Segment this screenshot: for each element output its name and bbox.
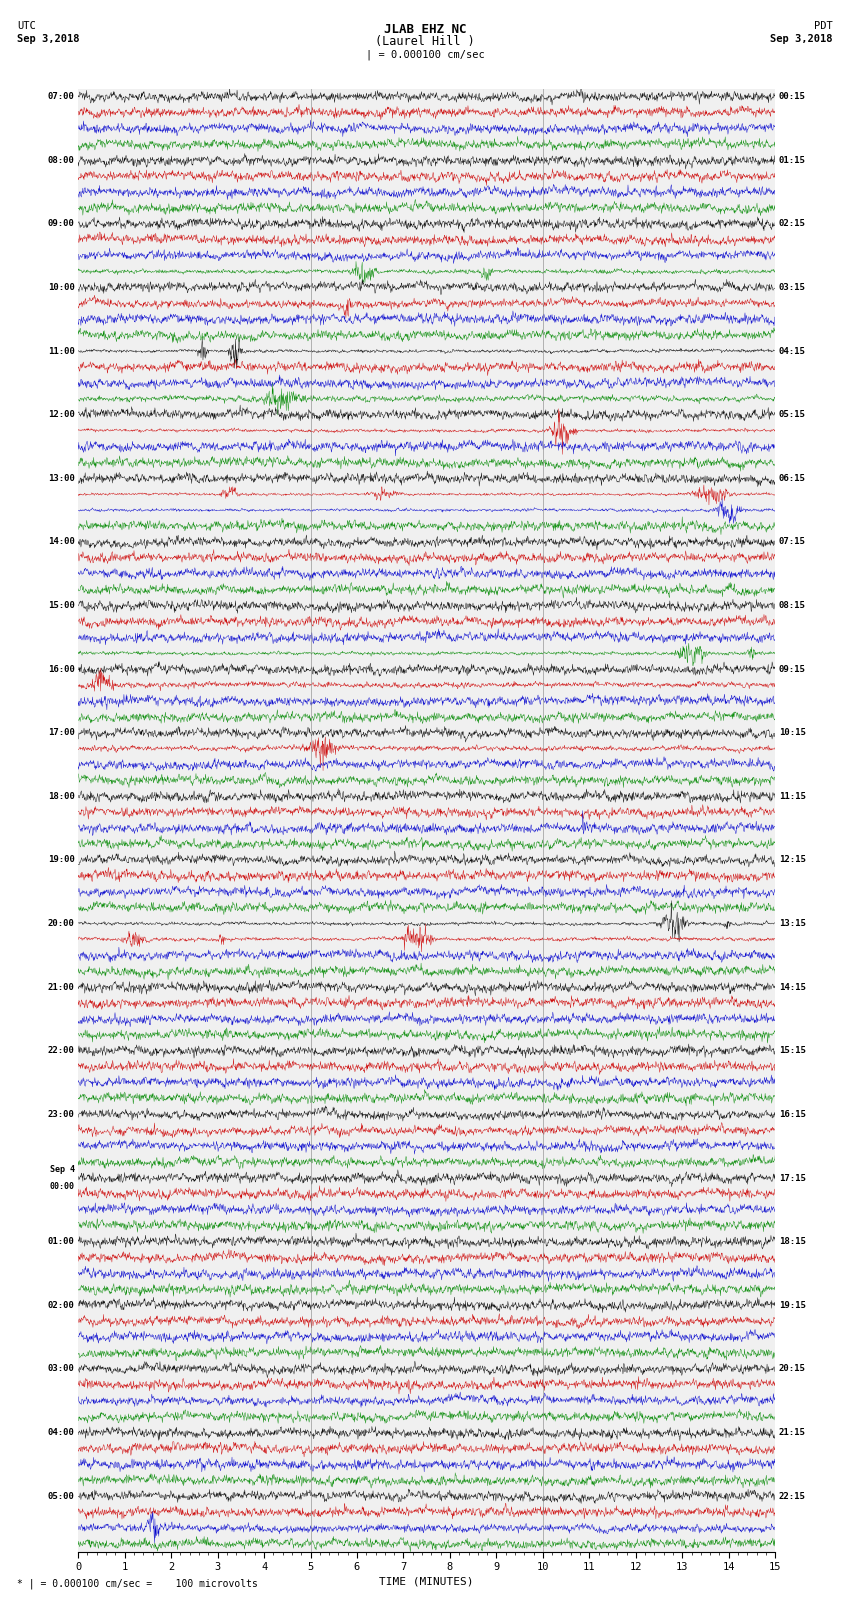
Text: 03:00: 03:00 (48, 1365, 75, 1373)
Text: 16:15: 16:15 (779, 1110, 806, 1119)
Text: 02:15: 02:15 (779, 219, 806, 229)
Text: 13:15: 13:15 (779, 919, 806, 927)
Text: 22:15: 22:15 (779, 1492, 806, 1500)
Text: 13:00: 13:00 (48, 474, 75, 482)
Text: 00:15: 00:15 (779, 92, 806, 102)
Text: JLAB EHZ NC: JLAB EHZ NC (383, 23, 467, 35)
Text: 11:00: 11:00 (48, 347, 75, 355)
Text: 02:00: 02:00 (48, 1300, 75, 1310)
Text: 19:15: 19:15 (779, 1300, 806, 1310)
Text: 21:15: 21:15 (779, 1428, 806, 1437)
Text: (Laurel Hill ): (Laurel Hill ) (375, 35, 475, 48)
Text: * | = 0.000100 cm/sec =    100 microvolts: * | = 0.000100 cm/sec = 100 microvolts (17, 1579, 258, 1589)
Text: 19:00: 19:00 (48, 855, 75, 865)
Text: 20:15: 20:15 (779, 1365, 806, 1373)
Text: 07:15: 07:15 (779, 537, 806, 547)
Text: 15:00: 15:00 (48, 602, 75, 610)
Text: 17:15: 17:15 (779, 1174, 806, 1182)
Text: 22:00: 22:00 (48, 1047, 75, 1055)
Text: 06:15: 06:15 (779, 474, 806, 482)
Text: 12:15: 12:15 (779, 855, 806, 865)
Text: 10:15: 10:15 (779, 727, 806, 737)
Text: 16:00: 16:00 (48, 665, 75, 674)
Text: 09:00: 09:00 (48, 219, 75, 229)
Text: 08:15: 08:15 (779, 602, 806, 610)
Text: 12:00: 12:00 (48, 410, 75, 419)
Text: Sep 4: Sep 4 (49, 1165, 75, 1174)
Text: 04:15: 04:15 (779, 347, 806, 355)
Text: 23:00: 23:00 (48, 1110, 75, 1119)
Text: 01:15: 01:15 (779, 156, 806, 165)
Text: 21:00: 21:00 (48, 982, 75, 992)
Text: PDT: PDT (814, 21, 833, 31)
Text: 08:00: 08:00 (48, 156, 75, 165)
Text: | = 0.000100 cm/sec: | = 0.000100 cm/sec (366, 50, 484, 60)
Text: Sep 3,2018: Sep 3,2018 (770, 34, 833, 44)
Text: 03:15: 03:15 (779, 282, 806, 292)
Text: 18:00: 18:00 (48, 792, 75, 802)
Text: 14:00: 14:00 (48, 537, 75, 547)
Text: 05:15: 05:15 (779, 410, 806, 419)
Text: 11:15: 11:15 (779, 792, 806, 802)
X-axis label: TIME (MINUTES): TIME (MINUTES) (379, 1576, 474, 1586)
Text: Sep 3,2018: Sep 3,2018 (17, 34, 80, 44)
Text: 05:00: 05:00 (48, 1492, 75, 1500)
Text: 17:00: 17:00 (48, 727, 75, 737)
Text: 15:15: 15:15 (779, 1047, 806, 1055)
Text: 01:00: 01:00 (48, 1237, 75, 1247)
Text: 09:15: 09:15 (779, 665, 806, 674)
Text: 18:15: 18:15 (779, 1237, 806, 1247)
Text: 00:00: 00:00 (49, 1182, 75, 1192)
Text: 14:15: 14:15 (779, 982, 806, 992)
Text: 20:00: 20:00 (48, 919, 75, 927)
Text: 04:00: 04:00 (48, 1428, 75, 1437)
Text: UTC: UTC (17, 21, 36, 31)
Text: 07:00: 07:00 (48, 92, 75, 102)
Text: 10:00: 10:00 (48, 282, 75, 292)
